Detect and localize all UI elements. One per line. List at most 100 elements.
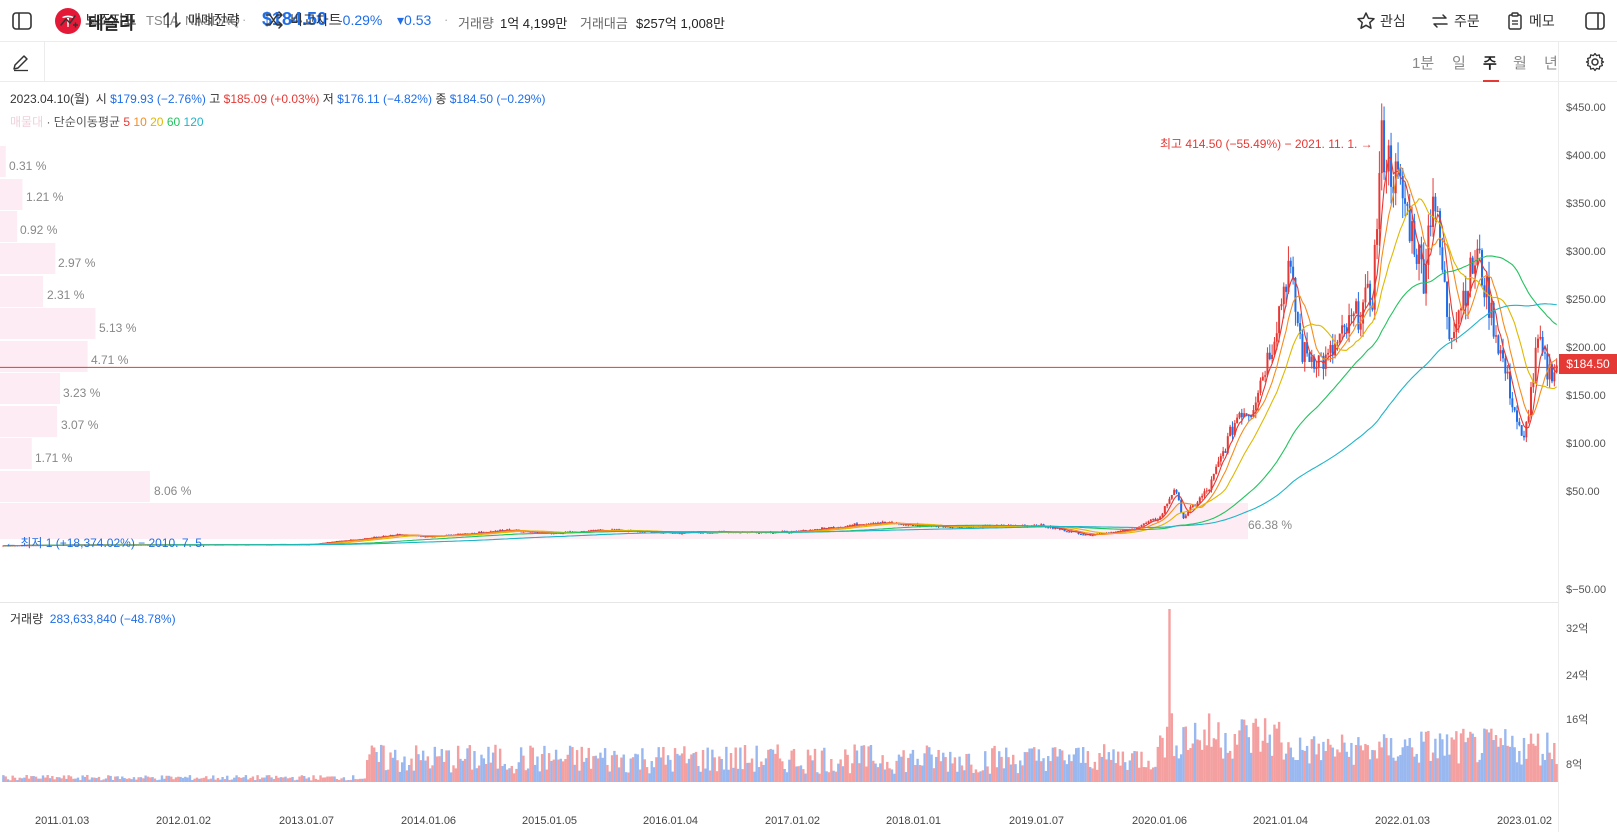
volume-bar — [1261, 740, 1264, 782]
volume-bar — [1340, 734, 1344, 782]
candle-body — [1289, 260, 1292, 267]
volume-bar — [1550, 759, 1554, 782]
ma-label: · 단순이동평균 — [46, 115, 121, 129]
volume-bar — [305, 778, 308, 782]
strategy-label: 매매전략 — [188, 12, 240, 28]
volume-bar — [184, 776, 187, 782]
watch-button[interactable]: 관심 — [1356, 9, 1406, 33]
volume-bar — [272, 778, 276, 782]
volume-bar — [163, 778, 166, 782]
volume-bar — [762, 765, 765, 782]
volume-value: 1억 4,199만 — [500, 16, 568, 31]
volume-bar — [1005, 747, 1008, 782]
candle-body — [1453, 332, 1456, 338]
volume-bar — [25, 774, 28, 782]
period-day[interactable]: 일 — [1452, 55, 1466, 72]
volume-bar — [862, 745, 866, 782]
volume-bar — [1296, 760, 1299, 782]
volume-bar — [979, 771, 982, 782]
tesla-logo — [55, 8, 81, 34]
volume-bar — [1121, 751, 1125, 782]
volume-bar — [130, 779, 133, 782]
volume-bar — [1056, 756, 1059, 782]
volume-bar — [958, 756, 961, 782]
volume-bar — [526, 768, 530, 782]
indicators-label: 보조지표 — [85, 12, 137, 28]
candle-body — [1324, 354, 1327, 369]
volume-bar — [869, 744, 873, 782]
volume-bar — [925, 745, 929, 782]
gear-icon[interactable] — [1584, 51, 1606, 73]
sidebar-toggle-icon[interactable] — [10, 9, 34, 33]
candle-body — [457, 533, 460, 535]
candle-body — [1425, 264, 1428, 294]
compare-button[interactable]: 비교차트 — [264, 9, 342, 31]
date-tick: 2021.01.04 — [1253, 815, 1309, 827]
candle-body — [1443, 269, 1446, 282]
volume-bar — [566, 754, 569, 782]
candle-body — [1063, 529, 1066, 532]
volume-bar — [568, 745, 572, 782]
candle-body — [911, 525, 914, 527]
volume-bar — [39, 778, 42, 782]
volume-bar — [237, 777, 241, 782]
right-panel-toggle-icon[interactable] — [1583, 9, 1607, 33]
volume-bar — [1417, 762, 1421, 782]
volume-bar — [790, 750, 793, 782]
volume-bar — [356, 779, 360, 782]
volume-bar — [1501, 745, 1505, 782]
volume-bar — [540, 754, 544, 782]
price-chart[interactable] — [0, 82, 1558, 832]
candle-body — [1380, 120, 1383, 174]
volume-bar — [1068, 754, 1071, 782]
volume-bar — [83, 776, 87, 782]
volume-bar — [51, 776, 54, 782]
volume-bar — [820, 750, 824, 782]
volume-bar — [746, 762, 749, 782]
period-week[interactable]: 주 — [1483, 55, 1497, 72]
volume-bar — [282, 777, 285, 782]
price-tick: $100.00 — [1566, 438, 1606, 450]
volume-bar — [349, 779, 353, 782]
volume-bar — [328, 776, 332, 782]
candle-body — [1177, 492, 1180, 501]
candle-body — [1516, 410, 1519, 422]
volume-bar — [1035, 760, 1038, 782]
pencil-icon[interactable] — [10, 51, 32, 73]
volume-bar — [149, 777, 152, 782]
volume-bar — [1527, 744, 1530, 782]
volume-bar — [67, 775, 70, 782]
price-tick: $−50.00 — [1566, 584, 1607, 596]
volume-bar — [1366, 745, 1369, 782]
volume-bar — [1252, 722, 1255, 782]
volume-bar — [799, 765, 803, 782]
candle-body — [1397, 161, 1400, 170]
indicators-button[interactable]: 보조지표 — [59, 9, 137, 31]
volume-bar — [550, 760, 553, 782]
volume-bar — [736, 768, 740, 782]
order-button[interactable]: 주문 — [1430, 9, 1480, 33]
volume-bar — [1037, 749, 1041, 782]
memo-button[interactable]: 메모 — [1505, 9, 1555, 33]
volume-bar — [165, 775, 168, 782]
price-tick: $400.00 — [1566, 150, 1606, 162]
candle-body — [1322, 356, 1325, 369]
volume-bar — [1256, 726, 1260, 782]
period-year[interactable]: 년 — [1544, 55, 1558, 72]
strategy-button[interactable]: 매매전략 — [162, 9, 240, 31]
period-month[interactable]: 월 — [1513, 55, 1527, 72]
volume-bar — [1485, 729, 1488, 782]
volume-bar — [95, 778, 98, 782]
volume-bar — [1473, 736, 1477, 782]
period-1min[interactable]: 1분 — [1412, 55, 1435, 72]
volume-bar — [1058, 749, 1062, 782]
volume-bar — [419, 760, 423, 782]
candle-body — [1513, 407, 1516, 411]
volume-bar — [1499, 738, 1502, 782]
volume-bar — [1375, 758, 1379, 782]
volume-bar — [298, 776, 301, 782]
volume-bar — [1137, 767, 1141, 782]
candle-body — [1329, 344, 1332, 353]
volume-bar — [1165, 726, 1169, 782]
candle-body — [1292, 266, 1295, 278]
